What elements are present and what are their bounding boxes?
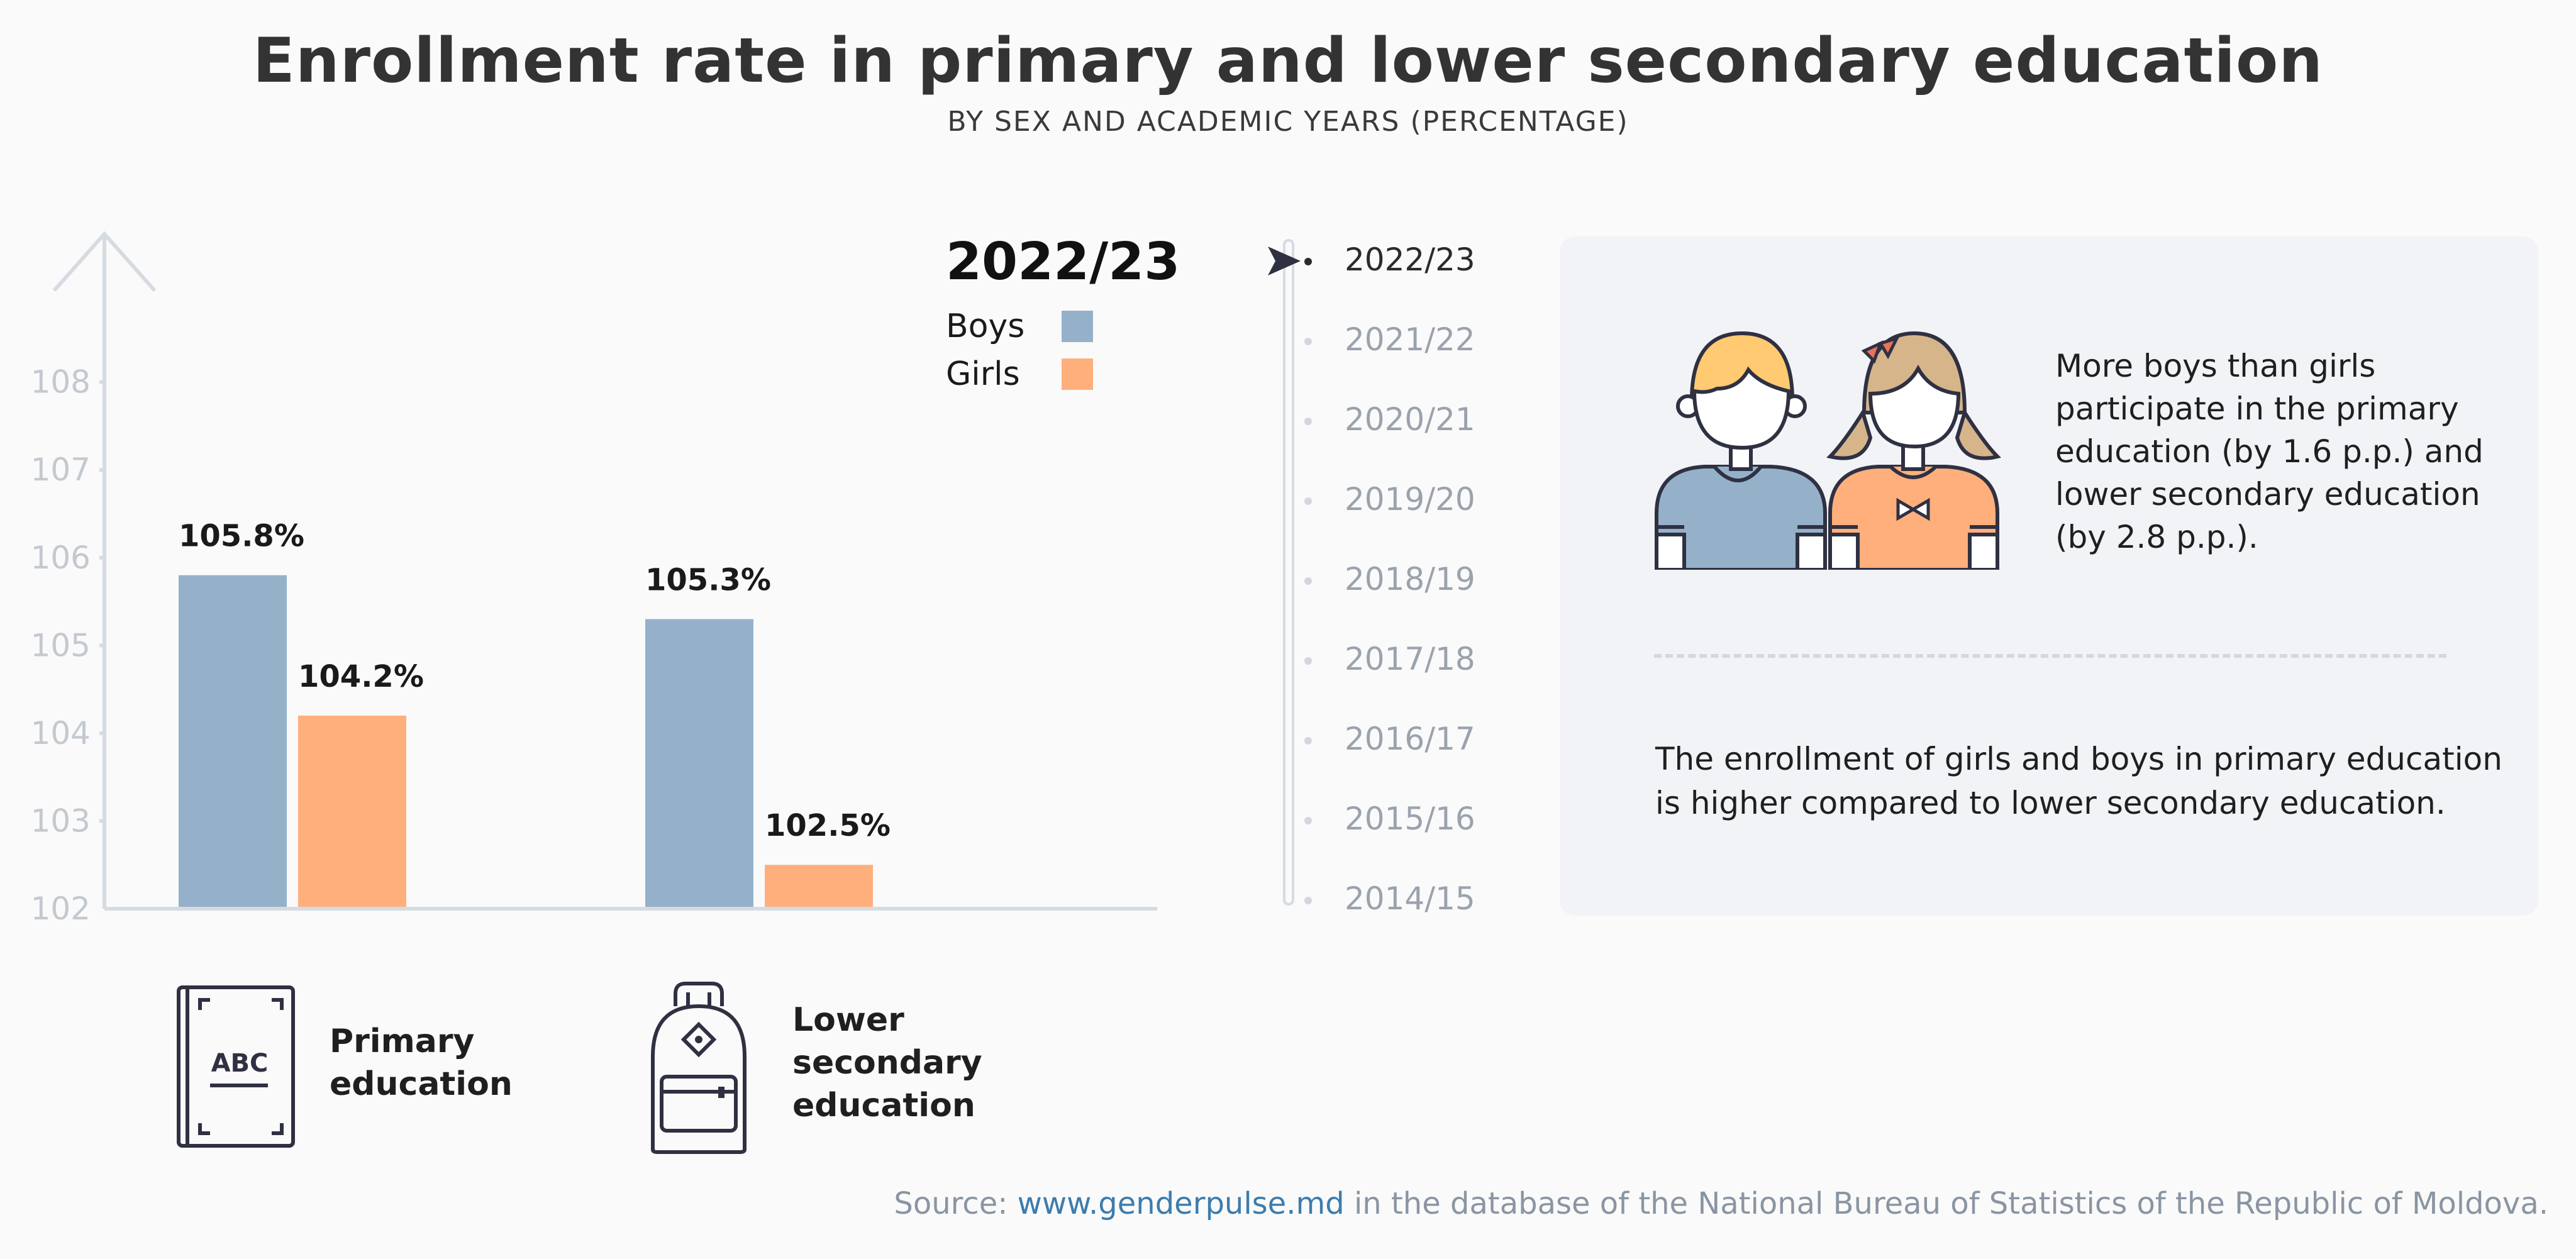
chart-subtitle: BY SEX AND ACADEMIC YEARS (PERCENTAGE): [947, 106, 1629, 138]
children-illustration: [1655, 331, 2001, 570]
bar-girls: [298, 715, 406, 907]
year-label: 2021/22: [1345, 321, 1475, 358]
insight-panel: More boys than girls participate in the …: [1560, 236, 2538, 916]
y-tick-label: 102: [31, 890, 91, 927]
year-dot: [1304, 657, 1312, 665]
year-dot: [1304, 897, 1312, 904]
bars-group: 105.8% 104.2% 105.3% 102.5%: [179, 519, 891, 907]
y-tick-label: 108: [31, 364, 91, 401]
category-secondary-label: Lower secondary education: [792, 999, 982, 1127]
category-primary-label: Primary education: [330, 1020, 513, 1106]
year-label: 2019/20: [1345, 481, 1475, 518]
year-dot: [1304, 577, 1312, 585]
legend-label-boys: Boys: [946, 308, 1024, 345]
year-dot: [1304, 737, 1312, 745]
bar-value-label: 105.3%: [645, 562, 771, 597]
y-axis-ticks: 102 103 104 105 106 107 108: [31, 364, 104, 927]
primary-line2: education: [330, 1065, 513, 1103]
timeline-track: [1283, 239, 1294, 906]
year-dot: [1304, 497, 1312, 505]
y-tick-label: 103: [31, 802, 91, 839]
insight-text-2: The enrollment of girls and boys in prim…: [1655, 741, 2502, 821]
y-tick-label: 107: [31, 452, 91, 488]
legend: 2022/23 Boys Girls: [946, 232, 1180, 393]
girl-icon: [1826, 331, 2001, 570]
source-suffix: in the database of the National Bureau o…: [1344, 1186, 2548, 1221]
bar-value-label: 102.5%: [765, 808, 891, 843]
year-dot: [1304, 418, 1312, 425]
bar-boys: [179, 575, 287, 907]
year-dot: [1304, 338, 1312, 345]
bar-girls: [765, 865, 873, 907]
bar-boys: [645, 619, 753, 907]
year-dot: [1304, 258, 1312, 265]
year-timeline: 2022/23 2021/22 2020/21 2019/20 2018/19 2017/…: [1268, 226, 1528, 918]
bar-chart: 102 103 104 105 106 107 108 105.8% 104.2% 105.3%…: [31, 231, 1180, 927]
secondary-line1: Lower: [792, 1001, 904, 1039]
book-abc-text: ABC: [211, 1049, 269, 1078]
chart-title: Enrollment rate in primary and lower sec…: [252, 25, 2324, 97]
legend-swatch-girls: [1062, 358, 1093, 390]
year-dot: [1304, 817, 1312, 824]
legend-year: 2022/23: [946, 232, 1180, 292]
y-tick-label: 105: [31, 627, 91, 663]
insight-text-1: More boys than girls participate in the …: [2055, 348, 2484, 555]
bar-value-label: 104.2%: [298, 659, 424, 694]
y-tick-label: 104: [31, 715, 91, 752]
year-label: 2017/18: [1345, 641, 1475, 677]
primary-line1: Primary: [330, 1023, 475, 1060]
year-label: 2015/16: [1345, 801, 1475, 837]
book-icon: ABC: [177, 985, 295, 1148]
secondary-line2: secondary: [792, 1044, 982, 1082]
y-tick-label: 106: [31, 540, 91, 576]
chart-axes: [52, 231, 1157, 911]
year-label: 2016/17: [1345, 721, 1475, 757]
pointer-arrow-icon: [1268, 247, 1301, 275]
legend-label-girls: Girls: [946, 355, 1020, 393]
source-prefix: Source:: [894, 1186, 1018, 1221]
boy-icon: [1655, 331, 1827, 570]
year-label: 2020/21: [1345, 401, 1475, 438]
year-label: 2014/15: [1345, 880, 1475, 917]
bar-value-label: 105.8%: [179, 519, 304, 554]
source-note: Source: www.genderpulse.md in the databa…: [894, 1186, 2548, 1221]
legend-swatch-boys: [1062, 311, 1093, 342]
y-axis-arrow: [52, 231, 157, 292]
year-label: 2022/23: [1345, 241, 1475, 278]
secondary-line3: education: [792, 1087, 975, 1124]
source-link[interactable]: www.genderpulse.md: [1017, 1186, 1345, 1221]
year-label: 2018/19: [1345, 561, 1475, 597]
insight-divider: [1654, 654, 2446, 658]
backpack-icon: [651, 982, 747, 1154]
